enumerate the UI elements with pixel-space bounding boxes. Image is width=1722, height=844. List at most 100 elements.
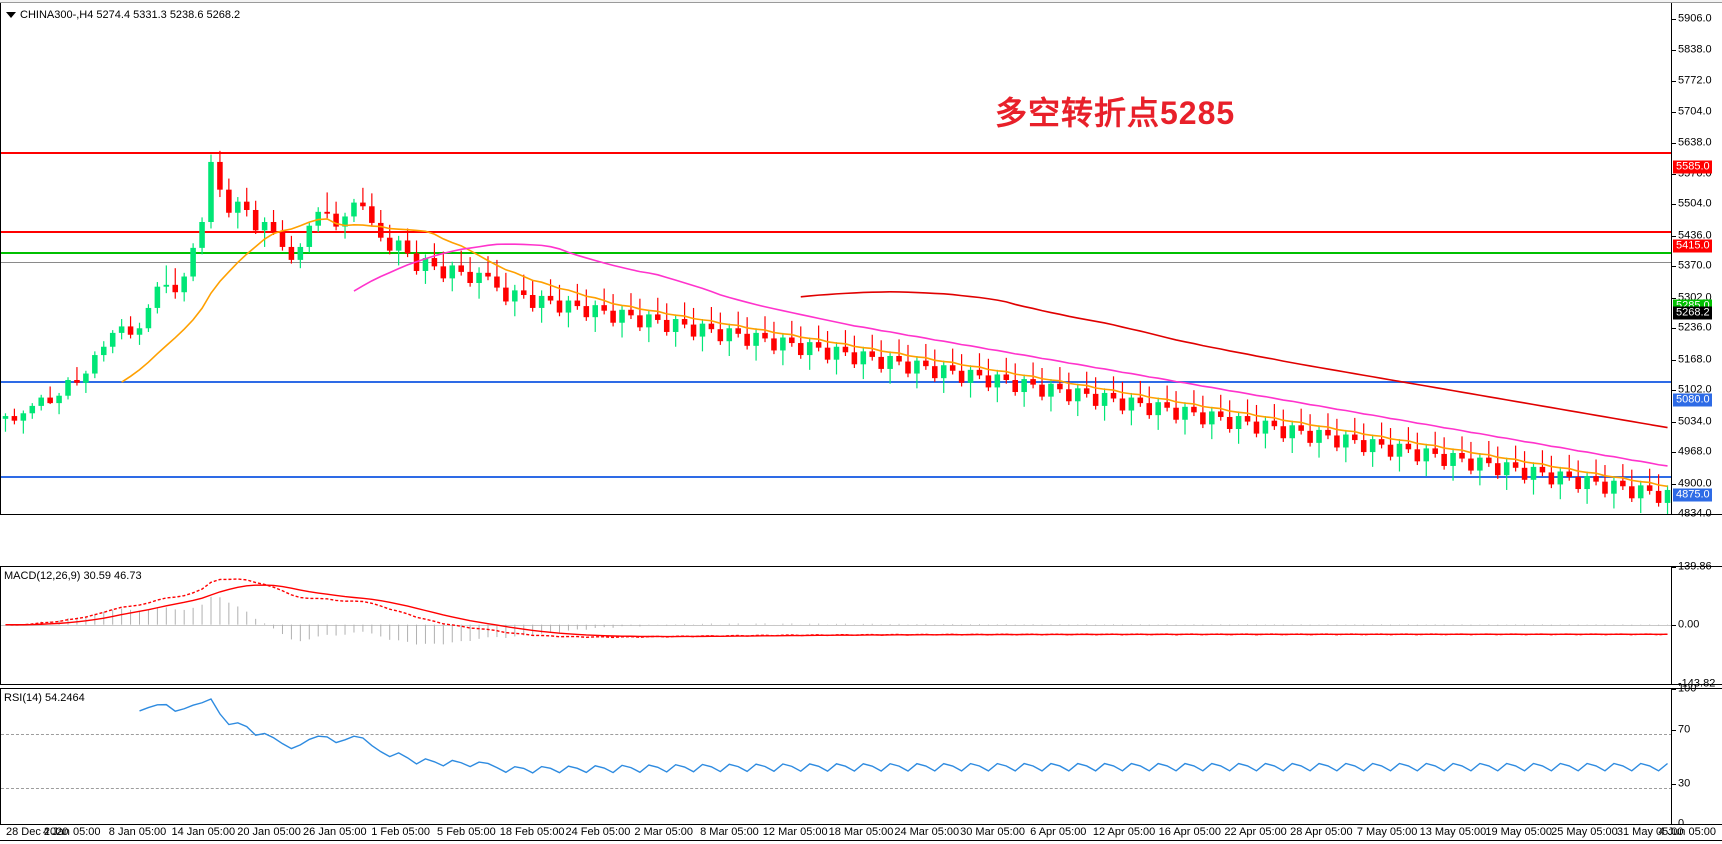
macd-label: MACD(12,26,9) 30.59 46.73 — [4, 570, 142, 582]
macd-tick — [1672, 624, 1676, 626]
price-panel: 5906.05838.05772.05704.05638.05570.05504… — [0, 3, 1722, 519]
resistance-line-5415 — [1, 231, 1672, 233]
price-plot-area[interactable] — [1, 3, 1672, 514]
candlestick-series — [2, 150, 1671, 514]
macd-tick — [1672, 684, 1676, 685]
last-price-line-5268 — [1, 262, 1672, 263]
price-tick — [1672, 359, 1676, 361]
rsi-overbought-line — [1, 734, 1672, 735]
time-tick-label: 8 Jan 05:00 — [108, 826, 167, 838]
price-tick-label: 5436.0 — [1678, 229, 1712, 242]
price-tick — [1672, 18, 1676, 20]
rsi-axis[interactable]: 100 70 30 0 — [1671, 683, 1722, 829]
rsi-tick-label: 100 — [1678, 682, 1697, 695]
rsi-panel-left-border — [0, 689, 1, 825]
symbol-quote-label: CHINA300-,H4 5274.4 5331.3 5238.6 5268.2 — [20, 9, 241, 21]
price-tick-label: 5034.0 — [1678, 415, 1712, 428]
price-tick-label: 5638.0 — [1678, 136, 1712, 149]
price-tick — [1672, 483, 1676, 485]
price-tick — [1672, 452, 1676, 454]
macd-plot-area[interactable] — [1, 567, 1672, 684]
price-tick — [1672, 297, 1676, 299]
time-axis-separator — [0, 840, 1722, 841]
rsi-tick — [1672, 824, 1676, 825]
macd-panel: 139.86 0.00 -143.82 MACD(12,26,9) 30.59 46… — [0, 561, 1722, 689]
time-tick-label: 31 May 05:00 — [1616, 826, 1684, 838]
time-tick-label: 5 Feb 05:00 — [437, 826, 496, 838]
time-tick-label: 6 Apr 05:00 — [1030, 826, 1087, 838]
price-tick — [1672, 328, 1676, 330]
time-tick-label: 19 May 05:00 — [1485, 826, 1553, 838]
price-tick — [1672, 514, 1676, 515]
caret-down-icon[interactable] — [6, 12, 16, 18]
time-tick-label: 28 Dec 2020 — [6, 826, 69, 838]
price-tick — [1672, 173, 1676, 175]
macd-tick-label: -143.82 — [1678, 677, 1716, 690]
time-tick-label: 25 May 05:00 — [1551, 826, 1618, 838]
macd-axis[interactable]: 139.86 0.00 -143.82 — [1671, 561, 1722, 689]
time-axis[interactable]: 28 Dec 2020 4 Jan 05:00 8 Jan 05:00 14 Jan … — [0, 825, 1722, 844]
rsi-oversold-line — [1, 788, 1672, 789]
pivot-line-5285 — [1, 252, 1672, 254]
rsi-panel: 100 70 30 0 RSI(14) 54.2464 — [0, 683, 1722, 829]
price-tick-label: 5236.0 — [1678, 321, 1712, 334]
time-tick-label: 18 Mar 05:00 — [828, 826, 894, 838]
macd-panel-left-border — [0, 567, 1, 685]
rsi-tick — [1672, 689, 1676, 690]
price-tick-label: 4900.0 — [1678, 477, 1712, 489]
time-tick-label: 26 Jan 05:00 — [303, 826, 367, 838]
price-tick — [1672, 112, 1676, 114]
rsi-tick-label: 30 — [1678, 777, 1691, 789]
price-tick-label: 5704.0 — [1678, 105, 1712, 118]
window-frame-top — [0, 0, 1722, 3]
price-tick — [1672, 80, 1676, 82]
price-tick-label: 5504.0 — [1678, 197, 1712, 210]
support-line-5080 — [1, 381, 1672, 383]
time-tick-label: 4 Jan 05:00 — [43, 826, 101, 838]
time-tick-label: 4 Jun 05:00 — [1658, 826, 1717, 838]
time-tick-label: 24 Mar 05:00 — [894, 826, 960, 838]
time-tick-label: 18 Feb 05:00 — [499, 826, 565, 838]
macd-tick-label: 0.00 — [1678, 618, 1700, 631]
price-axis[interactable]: 5906.05838.05772.05704.05638.05570.05504… — [1671, 3, 1722, 519]
resistance-tag-5415: 5415.0 — [1673, 239, 1712, 253]
price-tick-label: 5168.0 — [1678, 353, 1712, 366]
macd-tick — [1672, 567, 1676, 568]
support-tag-4875: 4875.0 — [1673, 488, 1712, 502]
price-panel-left-border — [0, 3, 1, 515]
time-tick-label: 28 Apr 05:00 — [1290, 826, 1353, 838]
time-tick-label: 1 Feb 05:00 — [371, 826, 430, 838]
rsi-plot-area[interactable] — [1, 689, 1672, 824]
price-tick — [1672, 204, 1676, 206]
chart-annotation-pivot: 多空转折点5285 — [995, 95, 1236, 131]
time-tick-label: 13 May 05:00 — [1419, 826, 1487, 838]
price-tick-label: 5370.0 — [1678, 259, 1712, 272]
rsi-series — [139, 698, 1668, 774]
price-tick-label: 5838.0 — [1678, 43, 1712, 56]
macd-tick-label: 139.86 — [1678, 560, 1712, 573]
time-tick-label: 30 Mar 05:00 — [960, 826, 1025, 838]
macd-series — [5, 578, 1669, 645]
price-tick-label: 5302.0 — [1678, 291, 1712, 304]
time-tick-label: 12 Mar 05:00 — [762, 826, 828, 838]
time-tick-label: 24 Feb 05:00 — [565, 826, 631, 838]
rsi-tick — [1672, 783, 1676, 785]
resistance-tag-5585: 5585.0 — [1673, 160, 1712, 174]
support-tag-5080: 5080.0 — [1673, 393, 1712, 407]
rsi-tick — [1672, 729, 1676, 731]
rsi-label: RSI(14) 54.2464 — [4, 692, 85, 704]
rsi-tick-label: 0 — [1678, 817, 1685, 830]
support-line-4875 — [1, 476, 1672, 478]
price-tick — [1672, 142, 1676, 144]
price-tick — [1672, 50, 1676, 52]
macd-zero-line — [1, 625, 1672, 626]
price-tick — [1672, 235, 1676, 237]
time-tick-label: 22 Apr 05:00 — [1224, 826, 1287, 838]
price-tick-label: 5102.0 — [1678, 383, 1712, 396]
price-tick-label: 5772.0 — [1678, 74, 1712, 87]
time-tick-label: 20 Jan 05:00 — [237, 826, 301, 838]
price-tick — [1672, 421, 1676, 423]
price-tick-label: 4968.0 — [1678, 445, 1712, 458]
price-tick-label: 4834.0 — [1678, 507, 1712, 520]
